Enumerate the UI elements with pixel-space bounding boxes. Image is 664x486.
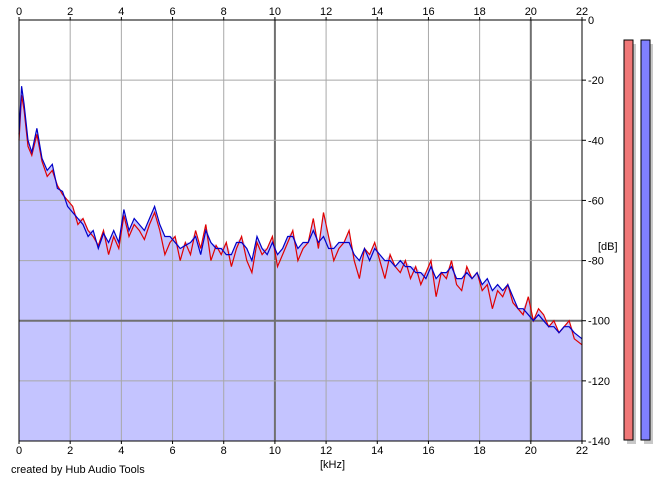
spectrum-fill-layer <box>19 20 582 441</box>
channel-red-line <box>18 95 583 346</box>
x-tick-label-bottom: 12 <box>320 445 332 457</box>
x-tick-label-top: 22 <box>576 6 588 18</box>
y-tick-label: -140 <box>588 436 610 448</box>
x-tick-label-top: 4 <box>118 6 124 18</box>
x-tick-label-top: 14 <box>371 6 383 18</box>
y-tick-label: -40 <box>588 135 604 147</box>
spectrum-area <box>19 86 582 441</box>
y-tick-label: -120 <box>588 376 610 388</box>
y-tick-label: 0 <box>588 15 594 27</box>
x-tick-label-top: 0 <box>16 6 22 18</box>
x-tick-label-bottom: 20 <box>525 445 537 457</box>
x-tick-label-top: 12 <box>320 6 332 18</box>
x-tick-label-bottom: 4 <box>118 445 124 457</box>
channel-blue-line <box>18 86 583 340</box>
axes-layer: 002244668810101212141416161818202022220-… <box>16 6 610 457</box>
credit-text: created by Hub Audio Tools <box>11 464 145 476</box>
x-tick-label-bottom: 0 <box>16 445 22 457</box>
x-tick-label-top: 8 <box>221 6 227 18</box>
x-tick-label-top: 16 <box>422 6 434 18</box>
level-meter-red <box>623 39 634 441</box>
level-meter-blue <box>640 39 651 441</box>
x-tick-label-bottom: 18 <box>474 445 486 457</box>
x-tick-label-bottom: 10 <box>269 445 281 457</box>
y-tick-label: -80 <box>588 256 604 268</box>
x-tick-label-top: 6 <box>169 6 175 18</box>
x-tick-label-top: 10 <box>269 6 281 18</box>
x-tick-label-bottom: 2 <box>67 445 73 457</box>
x-tick-label-bottom: 14 <box>371 445 383 457</box>
x-tick-label-bottom: 8 <box>221 445 227 457</box>
x-tick-label-top: 2 <box>67 6 73 18</box>
x-axis-label: [kHz] <box>320 459 345 471</box>
series-layer <box>18 86 583 346</box>
y-tick-label: -100 <box>588 316 610 328</box>
y-tick-label: -60 <box>588 195 604 207</box>
x-tick-label-top: 18 <box>474 6 486 18</box>
y-tick-label: -20 <box>588 75 604 87</box>
level-meters <box>623 39 653 444</box>
grid-layer <box>18 19 583 442</box>
x-tick-label-bottom: 6 <box>169 445 175 457</box>
x-tick-label-bottom: 22 <box>576 445 588 457</box>
x-tick-label-top: 20 <box>525 6 537 18</box>
x-tick-label-bottom: 16 <box>422 445 434 457</box>
y-axis-label: [dB] <box>598 241 618 253</box>
